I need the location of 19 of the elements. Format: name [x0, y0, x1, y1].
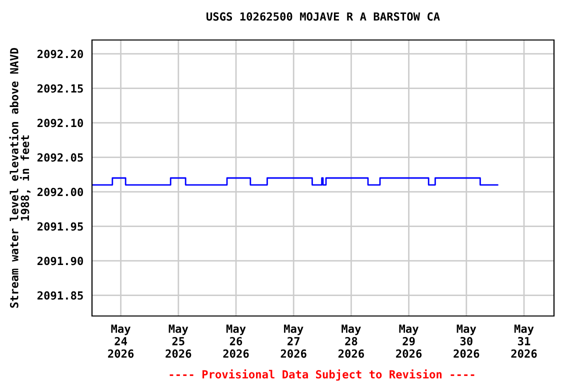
x-tick-label: May 24 2026 [108, 324, 134, 358]
y-tick-label: 2092.05 [37, 153, 83, 162]
y-tick-label: 2092.00 [37, 188, 83, 196]
x-tick-label: May 31 2026 [511, 324, 537, 358]
y-tick-label: 2091.95 [37, 222, 83, 231]
text: ---- Provisional Data Subject to Revision ---- [170, 369, 474, 381]
y-tick-label: 2092.20 [37, 50, 83, 58]
y-axis-title: Stream water level elevation above NAVD 1988, in feet [9, 48, 31, 308]
x-tick-label: May 28 2026 [338, 324, 364, 358]
y-tick-label: 2091.90 [37, 256, 83, 266]
y-tick-label: 2092.15 [37, 84, 83, 93]
x-tick-label: May 26 2026 [223, 324, 249, 358]
chart-title: USGS 10262500 MOJAVE R A BARSTOW CA [206, 12, 440, 21]
x-tick-label: May 30 2026 [454, 324, 480, 358]
x-tick-label: May 25 2026 [166, 324, 192, 358]
x-tick-label: May 27 2026 [280, 324, 306, 358]
x-tick-label: May 29 2026 [396, 324, 422, 358]
y-tick-label: 2092.10 [37, 118, 83, 128]
y-tick-label: 2091.85 [37, 291, 83, 300]
